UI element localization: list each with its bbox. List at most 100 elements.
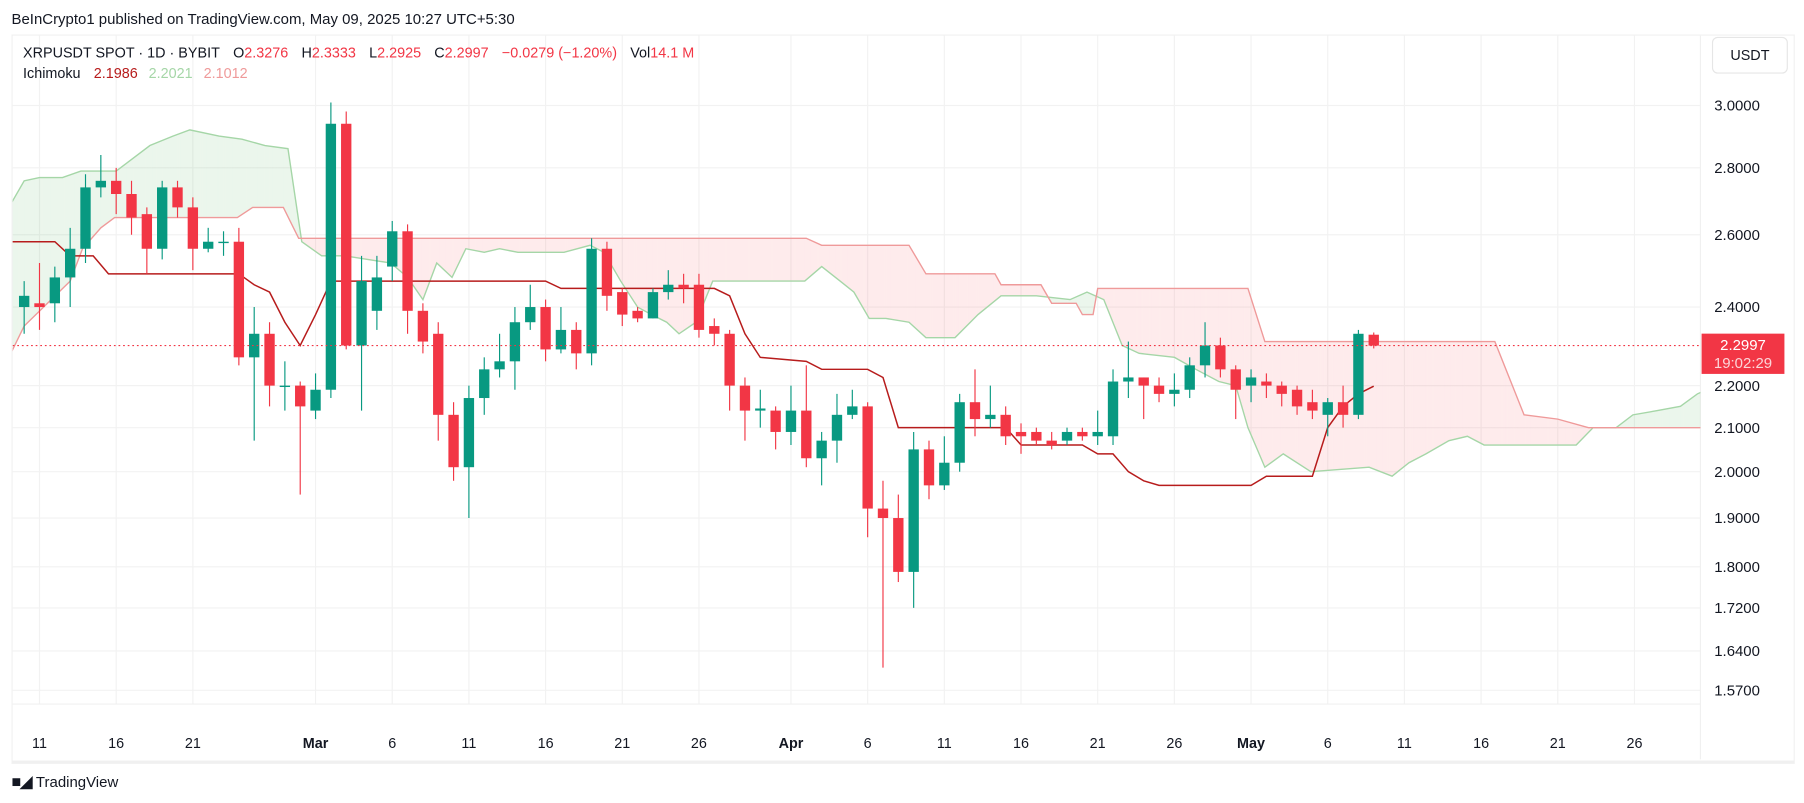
cloud-segment: [1655, 410, 1658, 428]
cloud-segment: [559, 238, 561, 253]
candle-body: [1169, 389, 1180, 394]
change-value: −0.0279 (−1.20%): [501, 44, 618, 61]
cloud-segment: [433, 238, 436, 271]
cloud-segment: [1028, 284, 1031, 296]
cloud-segment: [586, 238, 589, 247]
cloud-segment: [514, 238, 517, 252]
candle: [34, 262, 45, 330]
cloud-segment: [212, 134, 215, 218]
cloud-segment: [1286, 341, 1288, 457]
cloud-segment: [263, 145, 265, 208]
candle: [1368, 332, 1379, 349]
candle-body: [264, 333, 275, 386]
cloud-segment: [1108, 288, 1110, 315]
cloud-segment: [1496, 345, 1498, 446]
cloud-segment: [761, 238, 764, 282]
cloud-segment: [556, 238, 558, 253]
cloud-segment: [981, 273, 983, 313]
candle: [325, 102, 337, 399]
cloud-segment: [367, 238, 370, 260]
cloud-segment: [280, 147, 282, 208]
cloud-segment: [560, 238, 563, 253]
cloud-segment: [1637, 413, 1640, 428]
cloud-segment: [1410, 341, 1413, 462]
footer-brand[interactable]: ■◢ TradingView: [12, 772, 119, 792]
candle-body: [647, 292, 659, 319]
cloud-segment: [183, 131, 186, 218]
price-tick-label: 3.0000: [1714, 98, 1760, 115]
cloud-segment: [1175, 288, 1178, 360]
cloud-segment: [337, 238, 339, 256]
cloud-segment: [910, 247, 913, 326]
cloud-segment: [921, 265, 923, 335]
open-value: 2.3276: [244, 44, 289, 61]
cloud-segment: [1562, 420, 1564, 446]
cloud-segment: [1563, 420, 1566, 446]
cloud-segment: [1382, 341, 1385, 474]
cloud-segment: [1666, 408, 1669, 428]
cloud-segment: [1513, 387, 1515, 446]
cloud-segment: [1386, 341, 1388, 475]
cloud-segment: [422, 238, 425, 300]
candle-body: [479, 369, 490, 399]
cloud-segment: [639, 238, 641, 309]
cloud-segment: [786, 238, 788, 282]
cloud-segment: [691, 238, 693, 326]
cloud-segment: [902, 245, 905, 322]
cloud-segment: [1700, 392, 1701, 428]
cloud-segment: [879, 245, 882, 319]
cloud-segment: [991, 273, 994, 304]
cloud-segment: [1068, 299, 1071, 304]
cloud-segment: [1524, 414, 1526, 446]
cloud-segment: [1442, 341, 1445, 445]
candle-body: [18, 295, 30, 308]
cloud-segment: [580, 238, 583, 248]
cloud-segment: [1520, 406, 1523, 446]
cloud-segment: [320, 238, 322, 256]
candle: [1031, 427, 1042, 446]
currency-button[interactable]: USDT: [1711, 36, 1788, 74]
cloud-segment: [21, 183, 23, 333]
candle: [1169, 373, 1180, 407]
cloud-segment: [975, 273, 977, 318]
cloud-segment: [998, 279, 1000, 299]
candle-body: [1322, 402, 1333, 415]
cloud-segment: [1508, 375, 1511, 446]
cloud-segment: [1373, 341, 1376, 470]
cloud-segment: [452, 238, 454, 278]
cloud-segment: [669, 238, 672, 327]
cloud-segment: [289, 158, 292, 223]
cloud-segment: [306, 238, 308, 247]
cloud-segment: [447, 238, 449, 275]
candle-body: [187, 207, 199, 249]
cloud-segment: [1019, 284, 1022, 296]
indicator-name[interactable]: Ichimoku: [23, 65, 81, 82]
cloud-segment: [1002, 284, 1005, 296]
low-value: 2.2925: [377, 44, 422, 61]
cloud-segment: [1436, 341, 1439, 448]
cloud-segment: [1528, 415, 1531, 446]
cloud-segment: [748, 238, 750, 282]
cloud-segment: [1031, 284, 1034, 296]
cloud-segment: [1157, 288, 1160, 356]
cloud-segment: [945, 273, 948, 338]
symbol-title[interactable]: XRPUSDT SPOT · 1D · BYBIT: [23, 44, 220, 61]
cloud-segment: [936, 273, 939, 338]
candle: [571, 322, 582, 370]
candle-body: [463, 398, 475, 468]
candle: [939, 436, 950, 490]
cloud-segment: [939, 273, 942, 338]
candle: [1261, 373, 1272, 399]
cloud-segment: [1527, 415, 1529, 446]
cloud-segment: [869, 245, 871, 319]
cloud-segment: [1283, 341, 1285, 455]
cloud-segment: [620, 238, 623, 284]
candle-body: [433, 333, 444, 415]
cloud-segment: [588, 238, 591, 246]
cloud-segment: [1694, 395, 1696, 428]
candle-body: [295, 385, 306, 407]
candle: [1153, 377, 1165, 403]
cloud-segment: [738, 238, 741, 282]
cloud-segment: [970, 273, 972, 323]
